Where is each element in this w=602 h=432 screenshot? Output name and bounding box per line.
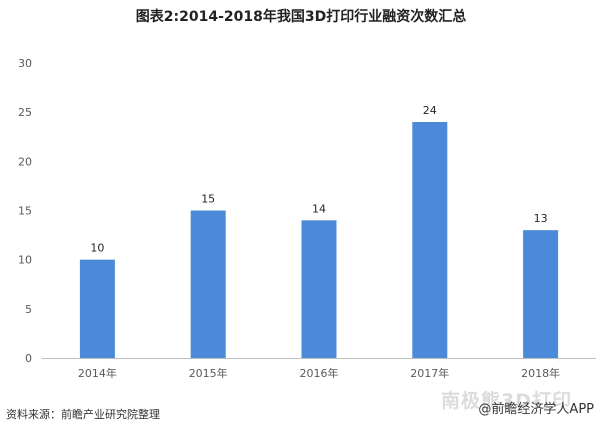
y-tick-label: 30 (18, 57, 32, 70)
source-note: 资料来源：前瞻产业研究院整理 (6, 408, 160, 421)
bar (190, 210, 226, 358)
x-tick-label: 2017年 (410, 366, 449, 380)
x-tick-label: 2014年 (78, 366, 117, 380)
y-tick-label: 25 (18, 106, 32, 119)
y-tick-label: 5 (25, 303, 32, 316)
data-label: 24 (423, 104, 437, 117)
bar (412, 122, 448, 358)
watermark-text: @前瞻经济学人APP (478, 402, 594, 417)
bar (301, 220, 337, 358)
y-tick-label: 20 (18, 155, 32, 168)
data-label: 15 (201, 193, 215, 206)
data-label: 10 (90, 242, 104, 255)
x-tick-label: 2018年 (521, 366, 560, 380)
data-label: 13 (534, 212, 548, 225)
bar (523, 230, 559, 358)
chart-title: 图表2:2014-2018年我国3D打印行业融资次数汇总 (135, 9, 467, 25)
bar (79, 259, 115, 358)
data-label: 14 (312, 202, 326, 215)
x-tick-label: 2015年 (189, 366, 228, 380)
y-tick-label: 0 (25, 352, 32, 365)
y-tick-label: 10 (18, 254, 32, 267)
y-tick-label: 15 (18, 205, 32, 218)
x-tick-label: 2016年 (300, 366, 339, 380)
watermark-faint-text: 南极熊3D打印 (441, 390, 572, 412)
